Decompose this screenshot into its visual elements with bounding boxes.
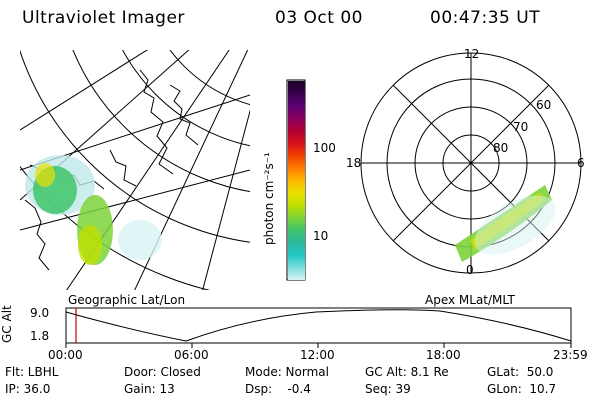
mlt-label-0: 0 [466, 263, 474, 277]
altitude-tick-1-8: 1.8 [30, 329, 50, 343]
info-filter: Flt: LBHL [5, 365, 59, 379]
altitude-axis-label: GC Alt [0, 305, 14, 343]
info-dsp: Dsp: -0.4 [245, 382, 311, 396]
colorbar-gradient [288, 81, 305, 280]
colorbar [286, 79, 306, 281]
mlt-label-6: 6 [577, 156, 585, 170]
time-tick-1200: 12:00 [300, 348, 335, 362]
lat-label-70: 70 [513, 120, 529, 134]
info-glat: GLat: 50.0 [487, 365, 554, 379]
colorbar-unit-label: photon cm⁻²s⁻¹ [262, 152, 276, 245]
date-label: 03 Oct 00 [275, 8, 363, 28]
time-label: 00:47:35 UT [430, 8, 541, 28]
info-gc-alt: GC Alt: 8.1 Re [365, 365, 449, 379]
right-panel-caption: Apex MLat/MLT [425, 293, 515, 307]
info-door: Door: Closed [124, 365, 201, 379]
instrument-title: Ultraviolet Imager [22, 8, 185, 28]
info-seq: Seq: 39 [365, 382, 411, 396]
colorbar-tick-100: 100 [313, 141, 336, 155]
colorbar-tick-10: 10 [313, 229, 329, 243]
time-tick-2359: 23:59 [553, 348, 588, 362]
lat-label-60: 60 [536, 98, 552, 112]
info-ip: IP: 36.0 [5, 382, 51, 396]
time-tick-0000: 00:00 [48, 348, 83, 362]
mlt-label-18: 18 [346, 156, 362, 170]
left-panel-caption: Geographic Lat/Lon [68, 293, 186, 307]
info-gain: Gain: 13 [124, 382, 175, 396]
altitude-tick-9: 9.0 [30, 306, 50, 320]
lat-label-80: 80 [493, 141, 509, 155]
time-tick-1800: 18:00 [426, 348, 461, 362]
altitude-plot [65, 307, 572, 348]
time-tick-0600: 06:00 [174, 348, 209, 362]
info-glon: GLon: 10.7 [487, 382, 557, 396]
mlt-label-12: 12 [464, 47, 480, 61]
info-mode: Mode: Normal [245, 365, 329, 379]
